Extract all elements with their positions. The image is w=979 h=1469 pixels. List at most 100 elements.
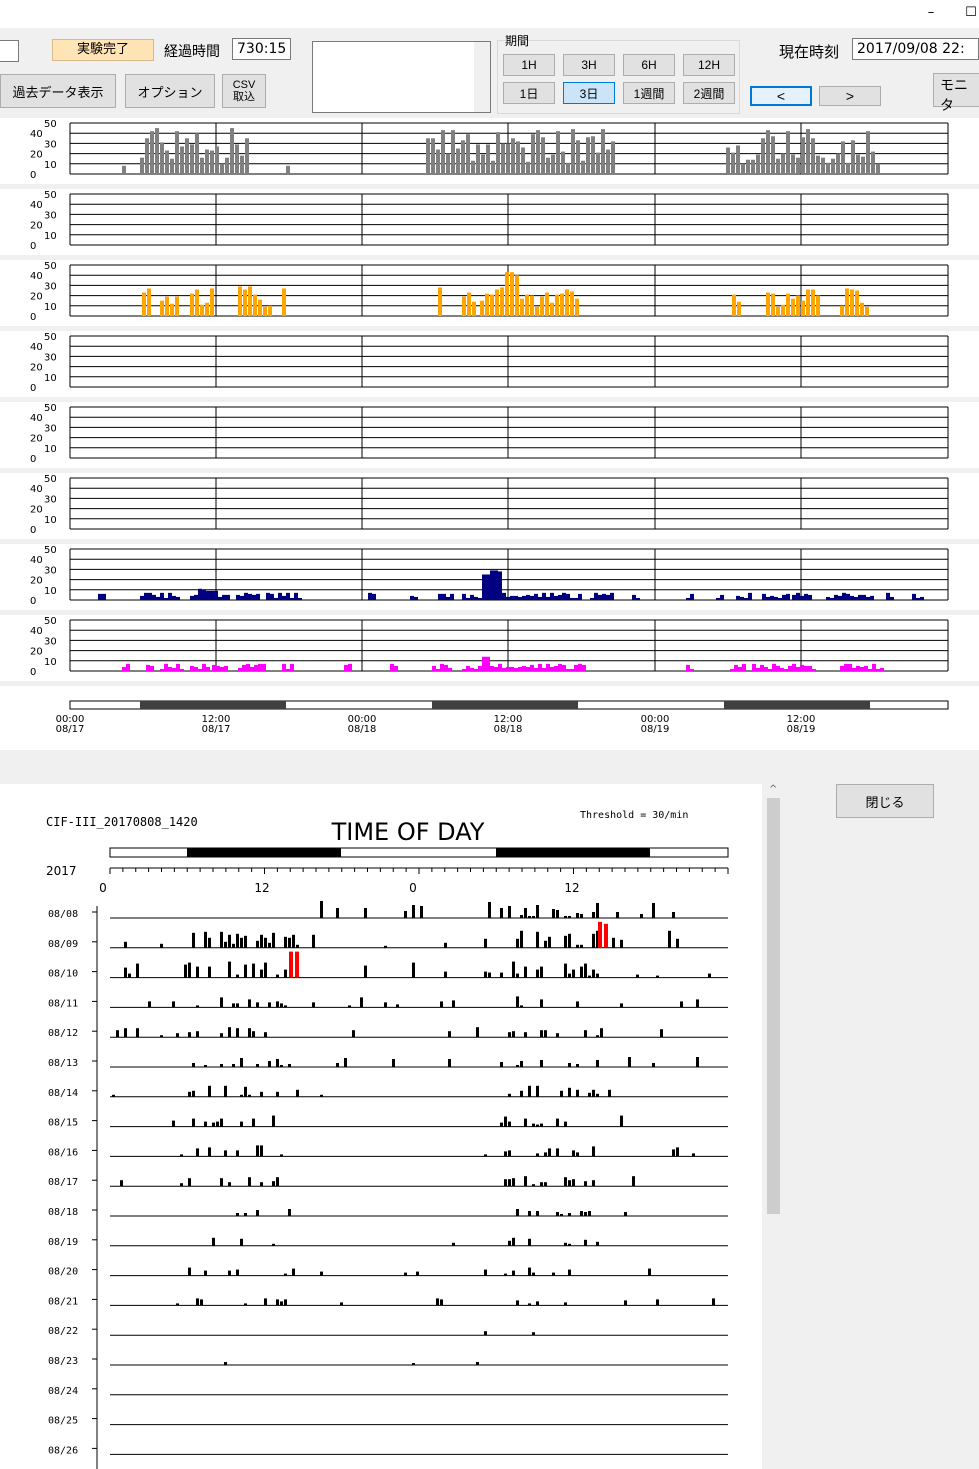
activity-bar (840, 305, 844, 316)
y-tick-label: 0 (30, 241, 36, 252)
y-tick-label: 40 (30, 129, 43, 140)
period-2week-button[interactable]: 2週間 (683, 82, 735, 104)
actogram-bar (476, 1362, 479, 1365)
actogram-bar (280, 1003, 283, 1008)
actogram-bar (516, 1300, 519, 1306)
period-3day-button[interactable]: 3日 (563, 82, 615, 104)
actogram-bar (404, 911, 407, 918)
activity-bar (804, 665, 808, 671)
activity-bar (566, 668, 570, 671)
listbox-scrollbar[interactable] (474, 42, 490, 112)
activity-bar (442, 593, 446, 600)
date-label: 08/16 (48, 1147, 78, 1158)
actogram-bar (552, 909, 555, 918)
activity-bar (147, 288, 151, 316)
activity-bar (515, 275, 519, 316)
y-tick-label: 20 (30, 150, 43, 161)
elapsed-value: 730:15 (232, 38, 292, 60)
activity-bar (446, 153, 450, 174)
period-1h-button[interactable]: 1H (503, 54, 555, 76)
period-6h-button[interactable]: 6H (623, 54, 675, 76)
actogram-bar (192, 1118, 195, 1127)
threshold-bar (289, 951, 293, 978)
scroll-thumb[interactable] (767, 798, 780, 1214)
activity-bar (575, 298, 579, 316)
activity-bar (210, 288, 214, 316)
activity-bar (850, 289, 854, 316)
actogram-bar (220, 997, 223, 1008)
actogram-bar (556, 910, 559, 918)
activity-bar (478, 665, 482, 671)
y-tick-label: 10 (44, 515, 57, 526)
monitor-button[interactable]: モニタ (933, 73, 979, 113)
message-listbox[interactable] (312, 41, 491, 113)
maximize-button[interactable]: ☐ (965, 5, 977, 20)
actogram-bar (228, 1027, 231, 1038)
activity-bar (248, 286, 252, 316)
actogram-bar (344, 1058, 347, 1067)
activity-bar (872, 663, 876, 671)
period-1day-button[interactable]: 1日 (503, 82, 555, 104)
activity-bar (206, 666, 210, 671)
actogram-bar (508, 1093, 511, 1097)
date-label: 08/19 (48, 1237, 78, 1248)
actogram-bar (228, 961, 231, 978)
activity-bar (467, 292, 471, 316)
activity-bar (198, 588, 202, 600)
activity-bar (202, 589, 206, 600)
close-button[interactable]: 閉じる (836, 784, 934, 818)
scroll-up-icon[interactable]: ^ (769, 784, 778, 795)
period-3h-button[interactable]: 3H (563, 54, 615, 76)
activity-bar (574, 597, 578, 600)
actogram-bar (540, 966, 543, 978)
activity-bar (390, 663, 394, 671)
csv-import-button[interactable]: CSV 取込 (222, 74, 266, 108)
period-12h-button[interactable]: 12H (683, 54, 735, 76)
actogram-bar (440, 1001, 443, 1008)
activity-bar (372, 593, 376, 600)
past-data-button[interactable]: 過去データ表示 (0, 74, 116, 108)
actogram-bar (520, 915, 523, 918)
activity-bar (606, 594, 610, 600)
actogram-bar (288, 1209, 291, 1216)
activity-bar (852, 667, 856, 671)
activity-bar (811, 289, 815, 316)
activity-bar (550, 592, 554, 600)
period-1week-button[interactable]: 1週間 (623, 82, 675, 104)
activity-bar (462, 668, 466, 671)
activity-bar (225, 157, 229, 174)
next-button[interactable]: > (819, 86, 881, 106)
actogram-bar (264, 962, 267, 978)
actogram-bar (484, 938, 487, 948)
activity-bar (216, 665, 220, 671)
activity-bar (551, 154, 555, 174)
activity-bar (560, 293, 564, 316)
activity-bar (876, 668, 880, 671)
actogram-bar (176, 1033, 179, 1038)
activity-bar (214, 590, 218, 600)
activity-bar (890, 596, 894, 600)
minimize-button[interactable]: – (927, 5, 935, 20)
activity-bar (436, 149, 440, 174)
activity-bar (738, 666, 742, 671)
activity-bar (220, 666, 224, 671)
actogram-bar (208, 1085, 211, 1097)
prev-button[interactable]: < (750, 86, 812, 106)
activity-bar (164, 663, 168, 671)
options-button[interactable]: オプション (125, 74, 215, 108)
activity-bar (516, 141, 520, 174)
activity-bar (282, 288, 286, 316)
actogram-bar (544, 1182, 547, 1187)
activity-bar (510, 666, 514, 671)
actogram-bar (176, 1303, 179, 1306)
actogram-bar (536, 1124, 539, 1127)
actogram-bar (580, 966, 583, 978)
date-label: 08/21 (48, 1296, 78, 1307)
actogram-bar (112, 1094, 115, 1097)
activity-bar (766, 596, 770, 600)
activity-bar (146, 664, 150, 671)
actogram-bar (528, 1267, 531, 1276)
actogram-bar (284, 936, 287, 948)
actogram-bar (520, 1005, 523, 1008)
threshold-label: Threshold = 30/min (580, 810, 688, 821)
